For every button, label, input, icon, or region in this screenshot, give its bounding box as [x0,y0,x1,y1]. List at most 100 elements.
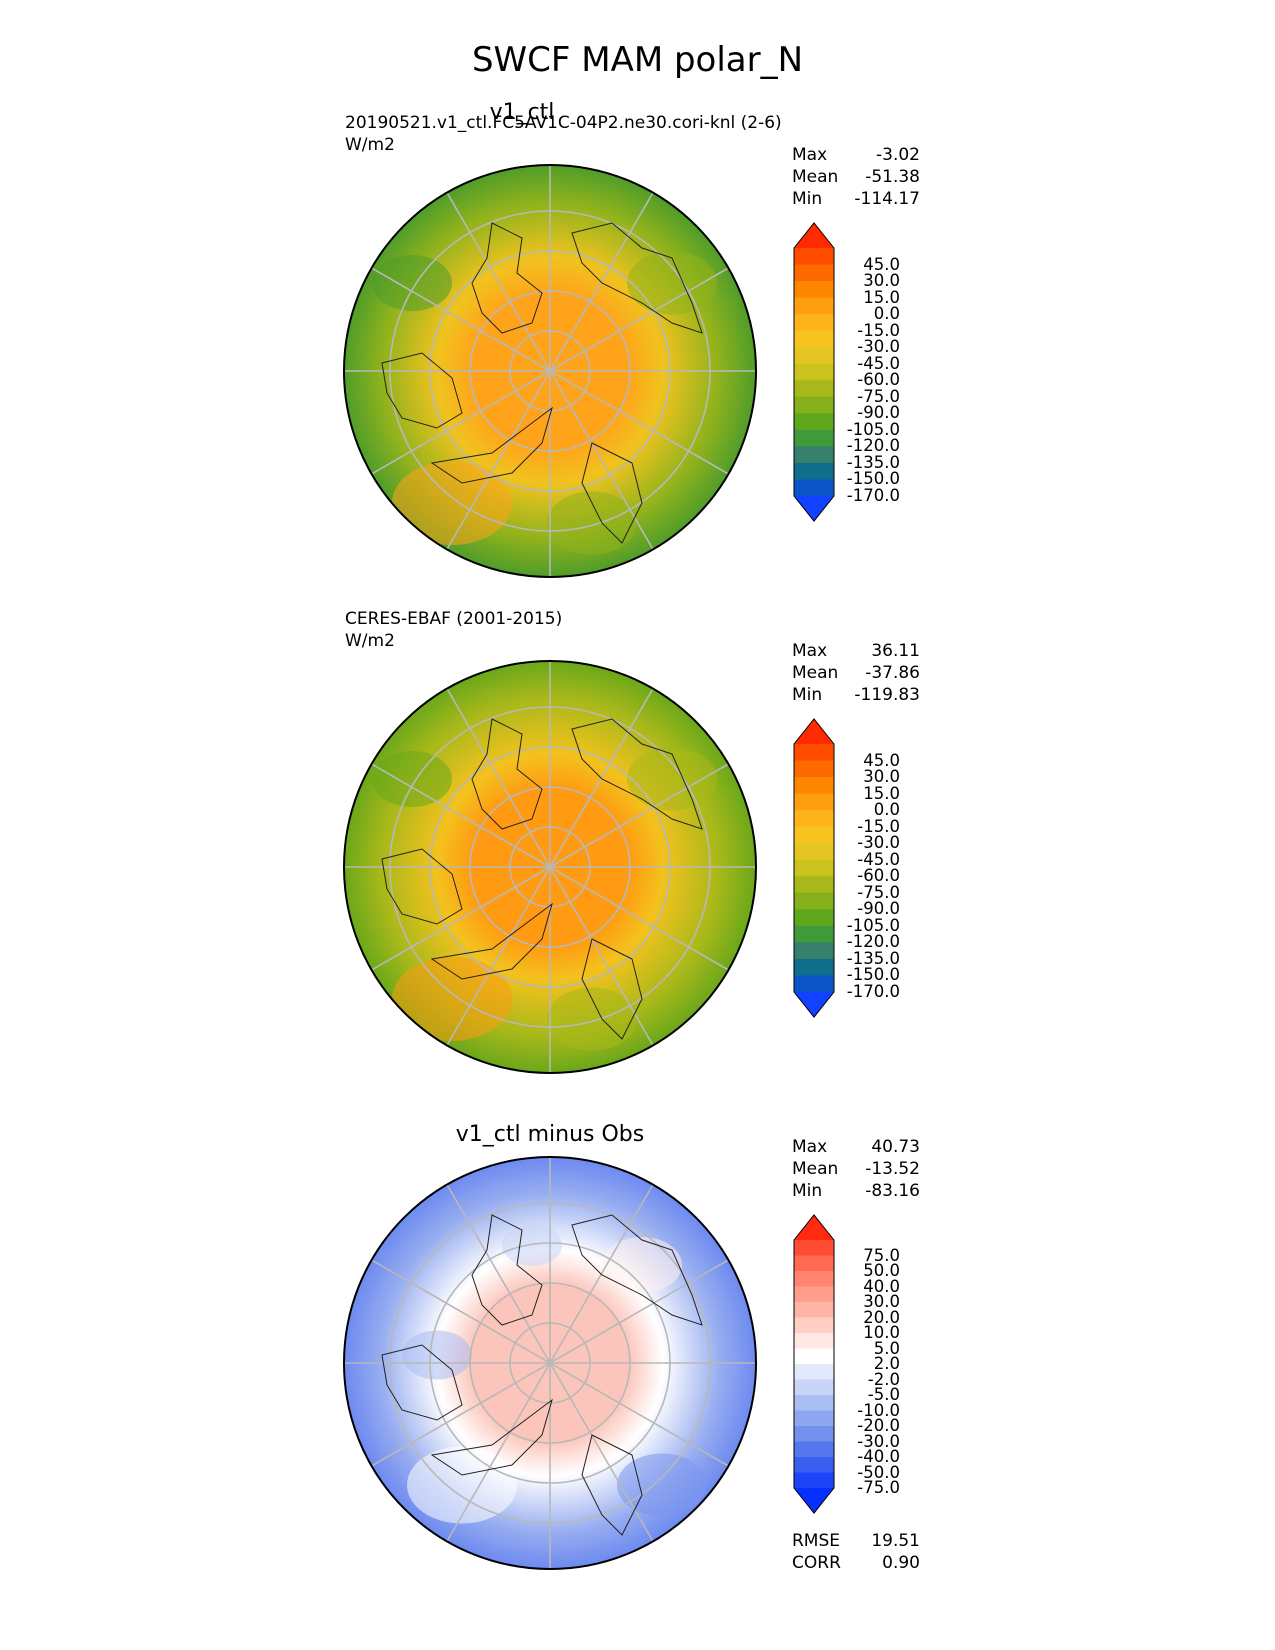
case-label: 20190521.v1_ctl.FC5AV1C-04P2.ne30.cori-k… [345,113,782,133]
colorbar: 75.0 50.0 40.0 30.0 20.0 10.0 5.0 2.0 -2.0 -5.0 -1… [790,1214,900,1514]
polar-map-test [343,164,757,578]
meridian-line [446,370,551,550]
polar-map-ref [343,660,757,1074]
colorbar-tick-label: 45.0 [863,254,900,274]
colorbar-segment [794,1395,834,1411]
colorbar-tick-label: -150.0 [846,469,900,489]
coastline [381,718,703,1040]
stats-box: Max 40.73 Mean -13.52 Min -83.16 [792,1136,920,1202]
field-patch [402,1330,472,1380]
figure-title: SWCF MAM polar_N [471,40,804,80]
colorbar-segment [794,1271,834,1287]
colorbar-extend-min [794,1488,834,1514]
colorbar-segment [794,363,834,381]
colorbar-segment [794,1348,834,1365]
meridian-line [549,1362,729,1467]
colorbar-extend-min [794,496,834,522]
colorbar-tick-label: -120.0 [846,436,900,456]
meridian-line [549,763,729,868]
metric-rmse: RMSE 19.51 [792,1530,920,1552]
meridian-line [371,267,551,372]
coastline [381,1214,703,1536]
field-patch [617,1453,707,1517]
colorbar-tick-label: 10.0 [863,1323,900,1342]
meridian-line [549,866,654,1046]
colorbar-segment [794,380,834,398]
colorbar-segment [794,892,834,910]
stat-label: Mean [792,663,839,683]
stats-box: Max -3.02 Mean -51.38 Min -114.17 [792,144,920,210]
stat-label: Min [792,1181,823,1201]
colorbar-segment [794,1426,834,1442]
colorbar-segment [794,942,834,960]
colorbar-segment [794,330,834,348]
colorbar-segment [794,264,834,282]
meridian-line [549,1362,654,1542]
meridian-line [549,267,729,372]
meridian-line [549,1259,729,1364]
colorbar-tick-label: -2.0 [867,1369,900,1389]
metric-corr: CORR 0.90 [792,1552,920,1574]
metric-value: 0.90 [882,1553,920,1573]
stat-mean: Mean -13.52 [792,1158,920,1180]
field-patch [547,491,637,555]
meridian-line [371,370,551,475]
field-patch [392,461,512,545]
colorbar-tick-label: 5.0 [873,1338,900,1358]
colorbar-extend-max [794,718,834,744]
field-patch [392,957,512,1041]
colorbar-tick-label: -105.0 [846,419,900,439]
map-boundary [343,164,757,578]
colorbar-segment [794,744,834,762]
colorbar-segment [794,1333,834,1349]
colorbar-tick-label: 30.0 [863,271,900,291]
colorbar-segment [794,347,834,365]
colorbar-extend-min [794,992,834,1018]
colorbar-segment [794,1240,834,1256]
colorbar-tick-label: -170.0 [846,982,900,1001]
colorbar-tick-label: 0.0 [873,304,900,324]
meridian-line [549,370,654,550]
field-patch [602,1237,682,1293]
colorbar-segment [794,826,834,844]
colorbar-tick-label: -105.0 [846,915,900,935]
colorbar-segment [794,1441,834,1458]
stat-mean: Mean -37.86 [792,662,920,684]
field-patch [627,251,717,315]
colorbar-tick-label: -170.0 [846,486,900,505]
stat-value: -119.83 [854,685,920,705]
colorbar-tick-label: -5.0 [867,1385,900,1404]
stat-label: Max [792,1137,828,1157]
field-patch [547,987,637,1051]
colorbar-tick-label: -40.0 [857,1447,900,1466]
colorbar-segment [794,314,834,332]
colorbar-segment [794,1410,834,1427]
colorbar-segment [794,1379,834,1396]
stat-value: -51.38 [865,167,920,187]
map-boundary [343,1156,757,1570]
colorbar-segment [794,446,834,464]
colorbar-extend-max [794,222,834,248]
field-patch [627,747,717,811]
colorbar-tick-label: 75.0 [863,1245,900,1265]
colorbar-tick-label: 0.0 [873,800,900,820]
colorbar-bar [793,718,835,1018]
colorbar-tick-label: -90.0 [857,403,900,423]
colorbar-tick-label: 40.0 [863,1276,900,1296]
colorbar-segment [794,810,834,828]
field-patch [372,751,452,807]
stat-label: Max [792,641,828,661]
units-label: W/m2 [345,135,395,155]
colorbar-tick-label: 30.0 [863,767,900,787]
stat-max: Max 36.11 [792,640,920,662]
panel-title: v1_ctl minus Obs [455,1122,645,1147]
colorbar-extend-max [794,1214,834,1240]
stat-min: Min -119.83 [792,684,920,706]
colorbar: 45.0 30.0 15.0 0.0 -15.0 -30.0 -45.0 -60.0 -75.0… [790,222,900,522]
colorbar-tick-label: -20.0 [857,1416,900,1435]
meridian-line [446,1184,551,1364]
stat-value: 36.11 [871,641,920,661]
colorbar-tick-label: 2.0 [873,1354,900,1373]
colorbar-tick-label: -75.0 [857,882,900,902]
colorbar-segment [794,975,834,993]
